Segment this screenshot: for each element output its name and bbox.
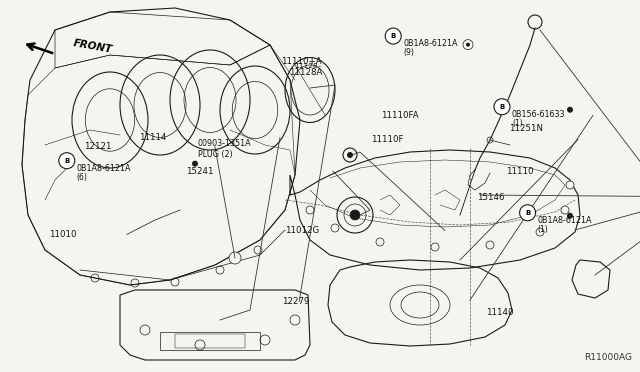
Circle shape xyxy=(486,241,494,249)
Circle shape xyxy=(347,152,353,158)
Text: 11110FA: 11110FA xyxy=(381,111,419,120)
Circle shape xyxy=(350,210,360,220)
Circle shape xyxy=(494,99,510,115)
Text: 0B1A8-6121A: 0B1A8-6121A xyxy=(77,164,131,173)
Bar xyxy=(160,332,260,350)
Text: B: B xyxy=(64,158,69,164)
Text: (6): (6) xyxy=(77,173,88,182)
Circle shape xyxy=(229,252,241,264)
Text: 0B1A8-6121A: 0B1A8-6121A xyxy=(538,216,592,225)
Text: 11251N: 11251N xyxy=(509,124,543,133)
Circle shape xyxy=(466,43,470,46)
Text: 11128–: 11128– xyxy=(294,63,322,69)
Text: 11114: 11114 xyxy=(139,133,166,142)
Text: 11012G: 11012G xyxy=(285,226,319,235)
Bar xyxy=(175,334,245,348)
Circle shape xyxy=(536,228,544,236)
Text: (9): (9) xyxy=(403,48,414,57)
Text: 0B1A8-6121A: 0B1A8-6121A xyxy=(403,39,458,48)
Text: 00903-1351A
PLUG (2): 00903-1351A PLUG (2) xyxy=(198,139,252,158)
Circle shape xyxy=(192,161,198,167)
Circle shape xyxy=(306,206,314,214)
Circle shape xyxy=(331,224,339,232)
Text: 11140: 11140 xyxy=(486,308,514,317)
Circle shape xyxy=(376,238,384,246)
Circle shape xyxy=(566,181,574,189)
Text: 0B156-61633: 0B156-61633 xyxy=(512,110,566,119)
Text: B: B xyxy=(390,33,396,39)
Text: (1): (1) xyxy=(538,225,548,234)
Text: (1): (1) xyxy=(512,119,523,128)
Text: B: B xyxy=(525,210,530,216)
Text: 11110+A: 11110+A xyxy=(282,57,322,66)
Circle shape xyxy=(59,153,75,169)
Text: 12279: 12279 xyxy=(282,297,309,306)
Text: R11000AG: R11000AG xyxy=(584,353,632,362)
Text: 15146: 15146 xyxy=(477,193,504,202)
Text: B: B xyxy=(499,104,504,110)
Circle shape xyxy=(561,206,569,214)
Circle shape xyxy=(520,205,536,221)
Circle shape xyxy=(385,28,401,44)
Circle shape xyxy=(431,243,439,251)
Text: 11110F: 11110F xyxy=(371,135,404,144)
Text: 11010: 11010 xyxy=(49,230,77,239)
Text: FRONT: FRONT xyxy=(72,38,113,55)
Text: 15241: 15241 xyxy=(186,167,213,176)
Text: 11110: 11110 xyxy=(506,167,533,176)
Text: 12121: 12121 xyxy=(84,142,112,151)
Circle shape xyxy=(567,213,573,219)
Text: 11128A: 11128A xyxy=(289,68,322,77)
Circle shape xyxy=(567,107,573,113)
